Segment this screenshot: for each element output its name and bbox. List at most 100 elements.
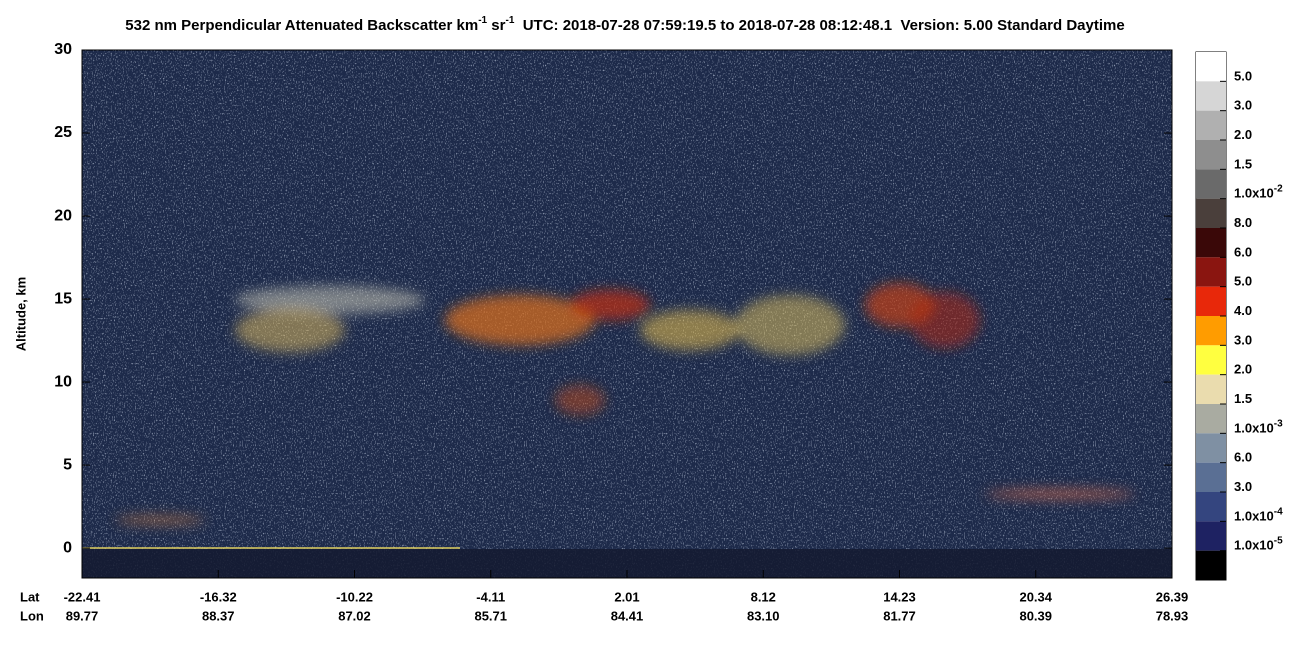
colorbar-label-text: 8.0 [1234,215,1252,230]
colorbar-swatch [1196,550,1226,580]
lat-tick-label: 2.01 [614,589,639,604]
colorbar-label-text: 3.0 [1234,479,1252,494]
lat-tick-label: -4.11 [476,589,505,604]
colorbar-label: 5.0 [1234,69,1252,84]
colorbar-swatch [1196,81,1226,111]
colorbar-label-text: 1.0x10 [1234,186,1274,201]
cloud [910,292,980,348]
cloud [235,286,425,314]
lon-tick-label: 78.93 [1156,608,1189,623]
lat-tick-label: -10.22 [336,589,373,604]
colorbar-label: 5.0 [1234,274,1252,289]
colorbar-swatch [1196,198,1226,228]
title-text: UTC: 2018-07-28 07:59:19.5 to 2018-07-28… [514,17,1124,34]
colorbar-label-sup: -3 [1274,418,1283,429]
cloud [985,489,1135,499]
colorbar-label: 3.0 [1234,98,1252,113]
colorbar-swatch [1196,257,1226,287]
y-axis-label: Altitude, km [13,277,28,351]
colorbar-label: 4.0 [1234,303,1252,318]
lat-tick-label: 20.34 [1019,589,1052,604]
lat-tick-label: 8.12 [751,589,776,604]
colorbar-label-text: 1.5 [1234,157,1252,172]
lon-tick-label: 81.77 [883,608,916,623]
title-text: sr [487,17,506,34]
colorbar-swatch [1196,52,1226,82]
colorbar-label: 2.0 [1234,362,1252,377]
colorbar-label: 6.0 [1234,245,1252,260]
colorbar-swatch [1196,169,1226,199]
y-tick-label: 10 [54,373,72,390]
colorbar-label: 3.0 [1234,333,1252,348]
cloud [445,295,595,345]
lon-tick-label: 80.39 [1019,608,1052,623]
colorbar-swatch [1196,316,1226,346]
curtain-image [82,50,1172,578]
colorbar-swatch [1196,228,1226,258]
colorbar-swatch [1196,521,1226,551]
colorbar-swatch [1196,462,1226,492]
colorbar-label: 1.5 [1234,391,1252,406]
lon-label: Lon [20,608,44,623]
colorbar-label: 6.0 [1234,450,1252,465]
lon-tick-label: 83.10 [747,608,780,623]
colorbar-label-text: 2.0 [1234,362,1252,377]
colorbar-label-text: 6.0 [1234,450,1252,465]
colorbar-label-text: 2.0 [1234,127,1252,142]
lat-tick-label: -16.32 [200,589,237,604]
colorbar-label-text: 5.0 [1234,274,1252,289]
lat-label: Lat [20,589,40,604]
colorbar-swatch [1196,140,1226,170]
colorbar-label-sup: -5 [1274,535,1283,546]
colorbar-label: 1.5 [1234,157,1252,172]
cloud [555,385,605,415]
colorbar-swatch [1196,404,1226,434]
lat-tick-label: -22.41 [64,589,101,604]
colorbar-label-text: 3.0 [1234,98,1252,113]
y-tick-label: 0 [63,539,72,556]
colorbar-swatch [1196,110,1226,140]
y-tick-label: 20 [54,207,72,224]
lat-tick-label: 14.23 [883,589,916,604]
title-sup: -1 [505,15,514,26]
cloud [570,290,650,320]
colorbar-label: 3.0 [1234,479,1252,494]
colorbar-label: 1.0x10-4 [1234,506,1283,524]
colorbar-label: 8.0 [1234,215,1252,230]
colorbar-label-text: 3.0 [1234,333,1252,348]
lat-tick-label: 26.39 [1156,589,1189,604]
colorbar-label-sup: -4 [1274,506,1283,517]
colorbar-label-text: 6.0 [1234,245,1252,260]
y-tick-label: 25 [54,124,72,141]
colorbar-swatch [1196,374,1226,404]
colorbar-swatch [1196,286,1226,316]
cloud [640,310,740,350]
colorbar-label-text: 1.0x10 [1234,421,1274,436]
colorbar-label-text: 4.0 [1234,303,1252,318]
colorbar-label: 2.0 [1234,127,1252,142]
y-tick-label: 5 [63,456,72,473]
chart-title: 532 nm Perpendicular Attenuated Backscat… [125,15,1124,34]
colorbar-swatch [1196,433,1226,463]
y-tick-label: 15 [54,290,72,307]
lon-tick-label: 89.77 [66,608,99,623]
clouds [115,283,1135,525]
colorbar-label-text: 5.0 [1234,69,1252,84]
colorbar-label: 1.0x10-2 [1234,183,1283,201]
cloud [115,515,205,525]
colorbar-label-text: 1.0x10 [1234,509,1274,524]
title-text: 532 nm Perpendicular Attenuated Backscat… [125,17,478,34]
colorbar-label-text: 1.0x10 [1234,538,1274,553]
colorbar-label-text: 1.5 [1234,391,1252,406]
lon-tick-label: 85.71 [474,608,507,623]
colorbar-swatch [1196,345,1226,375]
lon-tick-label: 87.02 [338,608,371,623]
title-sup: -1 [478,15,487,26]
cloud [735,295,845,355]
lon-tick-label: 88.37 [202,608,235,623]
colorbar-label-sup: -2 [1274,183,1283,194]
cloud [235,308,345,352]
colorbar-label: 1.0x10-5 [1234,535,1283,553]
